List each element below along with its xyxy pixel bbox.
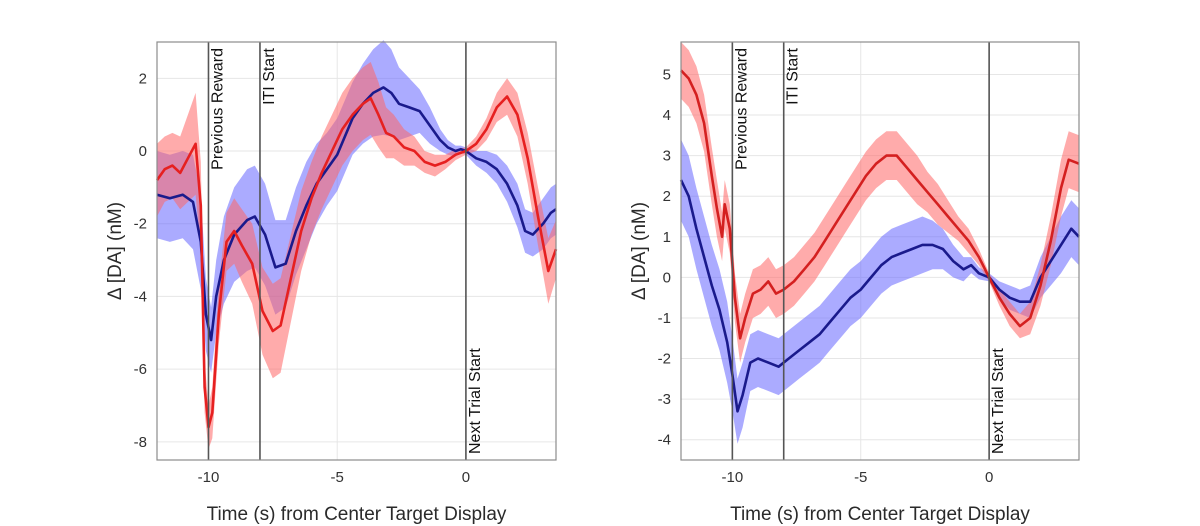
y-tick-label: -4 [134,288,147,305]
y-tick-label: -2 [658,351,671,368]
y-tick-label: 2 [139,70,147,87]
y-tick-label: 0 [139,143,147,160]
y-tick-label: -3 [658,391,671,408]
x-tick-label: -5 [854,469,867,486]
y-tick-label: -6 [134,361,147,378]
series-blue-error-band [681,139,1079,444]
event-label: ITI Start [785,47,802,104]
series-blue-line [679,179,1080,413]
event-label: Next Trial Start [467,348,484,454]
y-tick-label: -2 [134,216,147,233]
y-axis-title: Δ [DA] (nM) [105,202,126,300]
y-tick-label: 5 [663,66,671,83]
x-tick-label: -10 [198,469,220,486]
x-tick-label: 0 [985,469,993,486]
y-tick-label: 2 [663,188,671,205]
y-tick-label: -8 [134,434,147,451]
axes-frame [680,41,1080,461]
y-tick-label: 0 [663,269,671,286]
y-tick-label: -4 [658,432,671,449]
series-red-line [155,95,558,429]
x-tick-label: 0 [462,469,470,486]
event-label: Previous Reward [733,48,750,170]
x-tick-label: -10 [722,469,744,486]
x-axis-title: Time (s) from Center Target Display [730,504,1030,525]
chart-panel-right: Previous Reward ITI Start Next Trial Start… [629,41,1080,525]
y-tick-label: 1 [663,229,671,246]
series-red-line [680,69,1080,340]
chart-panel-left: Previous Reward ITI Start Next Trial Start… [105,40,558,525]
axes-frame [156,41,557,461]
x-axis-title: Time (s) from Center Target Display [207,504,507,525]
y-tick-label: 3 [663,148,671,165]
event-label: Previous Reward [209,48,226,170]
event-label: Next Trial Start [990,348,1007,454]
y-tick-label: 4 [663,107,671,124]
series-red-error-band [681,42,1079,363]
y-axis-title: Δ [DA] (nM) [629,202,650,300]
event-label: ITI Start [261,47,278,104]
y-tick-label: -1 [658,310,671,327]
x-tick-label: -5 [331,469,344,486]
series-red-error-band [157,62,556,450]
